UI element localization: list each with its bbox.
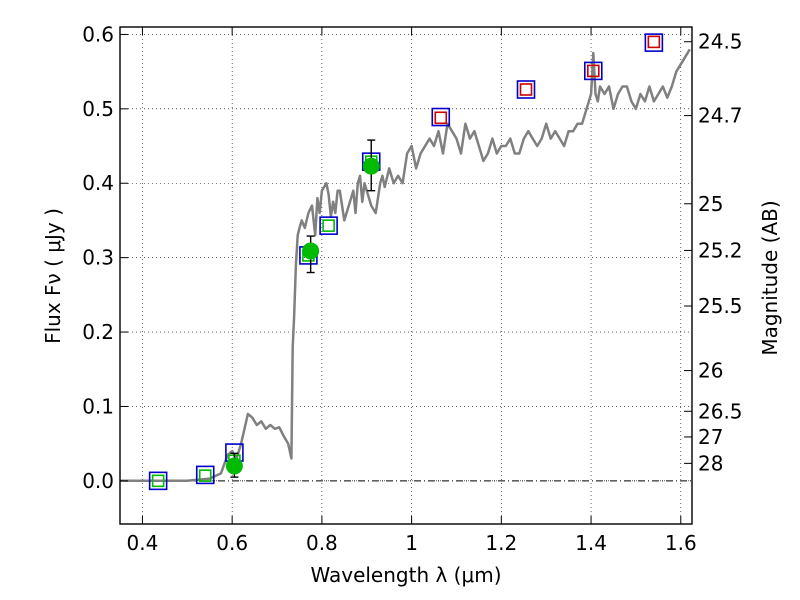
- right-tick-label: 24.7: [698, 104, 743, 128]
- right-tick-label: 25: [698, 192, 723, 216]
- x-tick-label: 1.2: [485, 531, 517, 555]
- x-tick-label: 0.8: [306, 531, 338, 555]
- y-tick-label: 0.1: [82, 394, 114, 418]
- square-marker: [431, 107, 451, 127]
- flux-point: [362, 157, 380, 175]
- y-tick-label: 0.4: [82, 171, 114, 195]
- axis-ticks: 0.4 0.6 0.8 1 1.2 1.4 1.6 0.0 0.1 0.2 0.3 0.4 0.5 0.6…: [82, 22, 742, 555]
- square-marker: [319, 216, 338, 235]
- plot-layer: [120, 33, 691, 491]
- x-tick-label: 1.6: [665, 531, 697, 555]
- square-marker: [198, 469, 212, 482]
- right-tick-label: 25.5: [698, 294, 743, 318]
- square-marker: [322, 219, 335, 232]
- right-tick-label: 26.5: [698, 399, 743, 423]
- spectrum-line: [120, 48, 691, 483]
- right-axis-label: Magnitude (AB): [758, 200, 782, 355]
- square-marker: [516, 80, 536, 99]
- right-tick-label: 24.5: [698, 30, 743, 54]
- x-axis-label: Wavelength λ (μm): [310, 563, 501, 587]
- y-tick-label: 0.0: [82, 469, 114, 493]
- y-tick-label: 0.5: [82, 97, 114, 121]
- square-marker: [195, 465, 215, 485]
- y-tick-label: 0.3: [82, 246, 114, 270]
- square-marker: [644, 33, 664, 52]
- square-marker: [519, 83, 533, 96]
- right-tick-label: 27: [698, 425, 723, 449]
- square-marker: [148, 471, 168, 491]
- square-marker: [151, 474, 165, 488]
- y-tick-label: 0.2: [82, 320, 114, 344]
- square-marker: [434, 111, 448, 125]
- x-tick-label: 1: [405, 531, 418, 555]
- right-tick-label: 26: [698, 359, 723, 383]
- x-tick-label: 0.6: [216, 531, 248, 555]
- x-tick-label: 0.4: [127, 531, 159, 555]
- right-tick-label: 28: [698, 451, 723, 475]
- flux-point: [302, 242, 320, 260]
- y-axis-label: Flux Fν ( μJy ): [41, 208, 65, 344]
- flux-point: [225, 457, 243, 475]
- x-tick-label: 1.4: [575, 531, 607, 555]
- square-marker: [647, 35, 661, 49]
- square-marker: [584, 61, 603, 81]
- square-marker: [587, 64, 600, 78]
- right-tick-label: 25.2: [698, 238, 743, 262]
- y-tick-label: 0.6: [82, 22, 114, 46]
- plot-frame: [119, 26, 693, 525]
